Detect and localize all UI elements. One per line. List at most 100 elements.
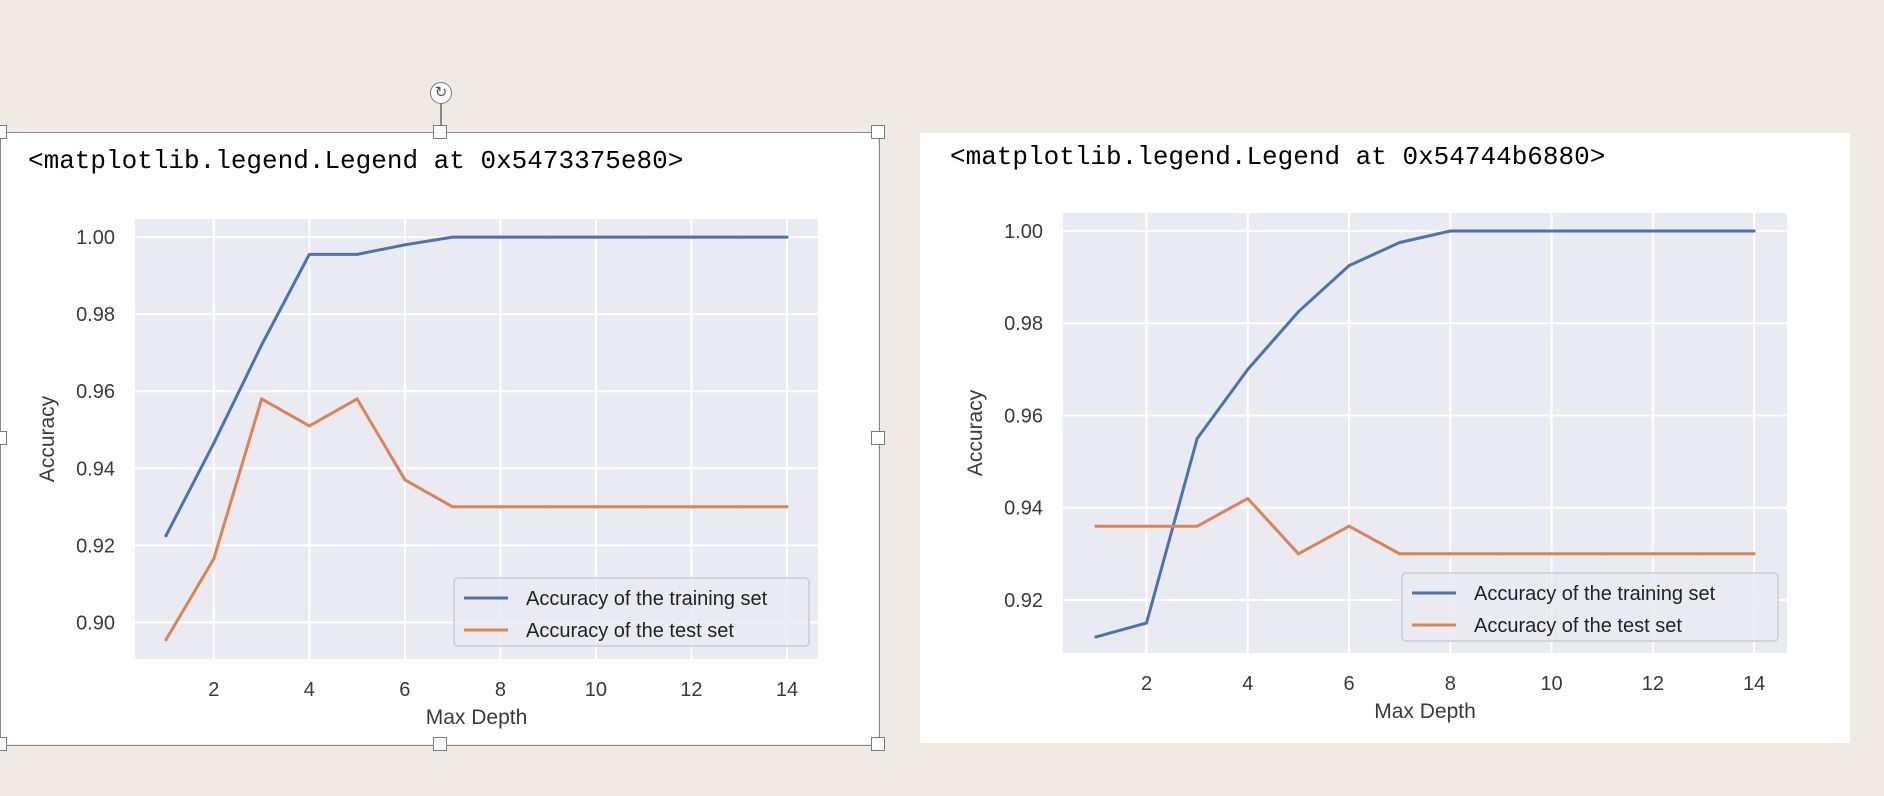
x-tick-label: 4 xyxy=(1242,673,1253,695)
series-line-0 xyxy=(1094,229,1756,639)
data-point-series-1 xyxy=(1752,552,1756,556)
data-point-series-1 xyxy=(164,638,168,642)
data-point-series-1 xyxy=(689,505,693,509)
data-point-series-1 xyxy=(1448,552,1452,556)
data-point-series-1 xyxy=(737,505,741,509)
data-point-series-0 xyxy=(1195,437,1199,441)
data-point-series-1 xyxy=(1651,552,1655,556)
data-point-series-1 xyxy=(451,505,455,509)
line-chart-2: 2 4 6 8 10 12 14 0.92 0.94 0.96 0.98 1.00 Max Depth A… xyxy=(964,213,1787,723)
data-point-series-1 xyxy=(594,505,598,509)
data-point-series-1 xyxy=(212,557,216,561)
x-tick-label: 12 xyxy=(680,679,702,701)
data-point-series-0 xyxy=(1347,264,1351,268)
legend-label: Accuracy of the test set xyxy=(1474,615,1682,637)
resize-handle-top-right[interactable] xyxy=(871,125,885,139)
data-point-series-1 xyxy=(1195,524,1199,528)
x-tick-label: 14 xyxy=(1743,673,1765,695)
x-axis-label: Max Depth xyxy=(1374,700,1476,723)
series-line-0 xyxy=(164,235,789,538)
y-tick-label: 0.96 xyxy=(1004,405,1043,427)
data-point-series-0 xyxy=(212,441,216,445)
resize-handle-bottom[interactable] xyxy=(433,737,447,751)
data-point-series-0 xyxy=(689,235,693,239)
data-point-series-0 xyxy=(307,252,311,256)
x-axis-label: Max Depth xyxy=(426,706,528,729)
data-point-series-0 xyxy=(164,534,168,538)
data-point-series-1 xyxy=(1499,552,1503,556)
data-point-series-0 xyxy=(1448,229,1452,233)
y-tick-label: 1.00 xyxy=(1004,221,1043,243)
data-point-series-0 xyxy=(546,235,550,239)
data-point-series-0 xyxy=(260,343,264,347)
data-point-series-0 xyxy=(451,235,455,239)
data-point-series-0 xyxy=(498,235,502,239)
x-tick-label: 12 xyxy=(1642,673,1664,695)
x-tick-label: 6 xyxy=(1343,673,1354,695)
legend-label: Accuracy of the training set xyxy=(1474,583,1716,605)
line-chart-1: 2 4 6 8 10 12 14 0.90 0.92 0.94 0.96 0.98 1.00 Max De… xyxy=(36,219,818,729)
resize-handle-top[interactable] xyxy=(433,125,447,139)
y-tick-label: 0.98 xyxy=(1004,313,1043,335)
data-point-series-0 xyxy=(1651,229,1655,233)
data-point-series-0 xyxy=(1499,229,1503,233)
data-point-series-1 xyxy=(642,505,646,509)
legend-box xyxy=(453,577,810,647)
data-point-series-1 xyxy=(498,505,502,509)
y-tick-label: 1.00 xyxy=(76,227,115,249)
data-point-series-1 xyxy=(403,478,407,482)
x-tick-label: 4 xyxy=(304,679,315,701)
output-cell-2: <matplotlib.legend.Legend at 0x54744b688… xyxy=(920,133,1850,743)
data-point-series-0 xyxy=(737,235,741,239)
y-tick-label: 0.90 xyxy=(76,612,115,634)
x-tick-label: 2 xyxy=(208,679,219,701)
legend-label: Accuracy of the training set xyxy=(526,588,768,610)
legend-label: Accuracy of the test set xyxy=(526,620,734,642)
data-point-series-0 xyxy=(1094,635,1098,639)
output-repr-text: <matplotlib.legend.Legend at 0x5473375e8… xyxy=(28,146,684,176)
data-point-series-1 xyxy=(1094,524,1098,528)
output-repr-text: <matplotlib.legend.Legend at 0x54744b688… xyxy=(950,142,1606,172)
x-tick-label: 10 xyxy=(1540,673,1562,695)
data-point-series-0 xyxy=(355,252,359,256)
data-point-series-1 xyxy=(1296,552,1300,556)
x-tick-label: 6 xyxy=(399,679,410,701)
data-point-series-1 xyxy=(355,397,359,401)
resize-handle-top-left[interactable] xyxy=(0,125,7,139)
resize-handle-bottom-left[interactable] xyxy=(0,737,7,751)
series-line-1 xyxy=(1094,497,1756,556)
resize-handle-right[interactable] xyxy=(871,431,885,445)
resize-handle-left[interactable] xyxy=(0,431,7,445)
x-tick-label: 10 xyxy=(585,679,607,701)
data-point-series-1 xyxy=(1550,552,1554,556)
data-point-series-0 xyxy=(642,235,646,239)
data-point-series-1 xyxy=(785,505,789,509)
output-cell-1[interactable]: <matplotlib.legend.Legend at 0x5473375e8… xyxy=(0,132,878,744)
data-point-series-1 xyxy=(1347,524,1351,528)
data-point-series-0 xyxy=(594,235,598,239)
data-point-series-1 xyxy=(1600,552,1604,556)
data-point-series-1 xyxy=(1246,496,1250,500)
data-point-series-1 xyxy=(260,397,264,401)
data-point-series-0 xyxy=(1701,229,1705,233)
data-point-series-1 xyxy=(1145,524,1149,528)
data-point-series-0 xyxy=(1398,241,1402,245)
data-point-series-0 xyxy=(785,235,789,239)
y-axis-label: Accuracy xyxy=(964,389,987,476)
series-line-1 xyxy=(164,397,789,642)
y-tick-label: 0.98 xyxy=(76,304,115,326)
x-tick-label: 14 xyxy=(776,679,798,701)
data-point-series-0 xyxy=(1145,621,1149,625)
y-tick-label: 0.96 xyxy=(76,381,115,403)
legend-box xyxy=(1401,572,1779,642)
y-tick-label: 0.94 xyxy=(76,458,115,480)
data-point-series-0 xyxy=(1752,229,1756,233)
data-point-series-1 xyxy=(1701,552,1705,556)
resize-handle-bottom-right[interactable] xyxy=(871,737,885,751)
rotate-handle-icon[interactable]: ↻ xyxy=(430,82,452,104)
x-tick-label: 8 xyxy=(495,679,506,701)
y-tick-label: 0.94 xyxy=(1004,498,1043,520)
data-point-series-0 xyxy=(1296,310,1300,314)
data-point-series-0 xyxy=(1246,367,1250,371)
x-tick-label: 2 xyxy=(1141,673,1152,695)
